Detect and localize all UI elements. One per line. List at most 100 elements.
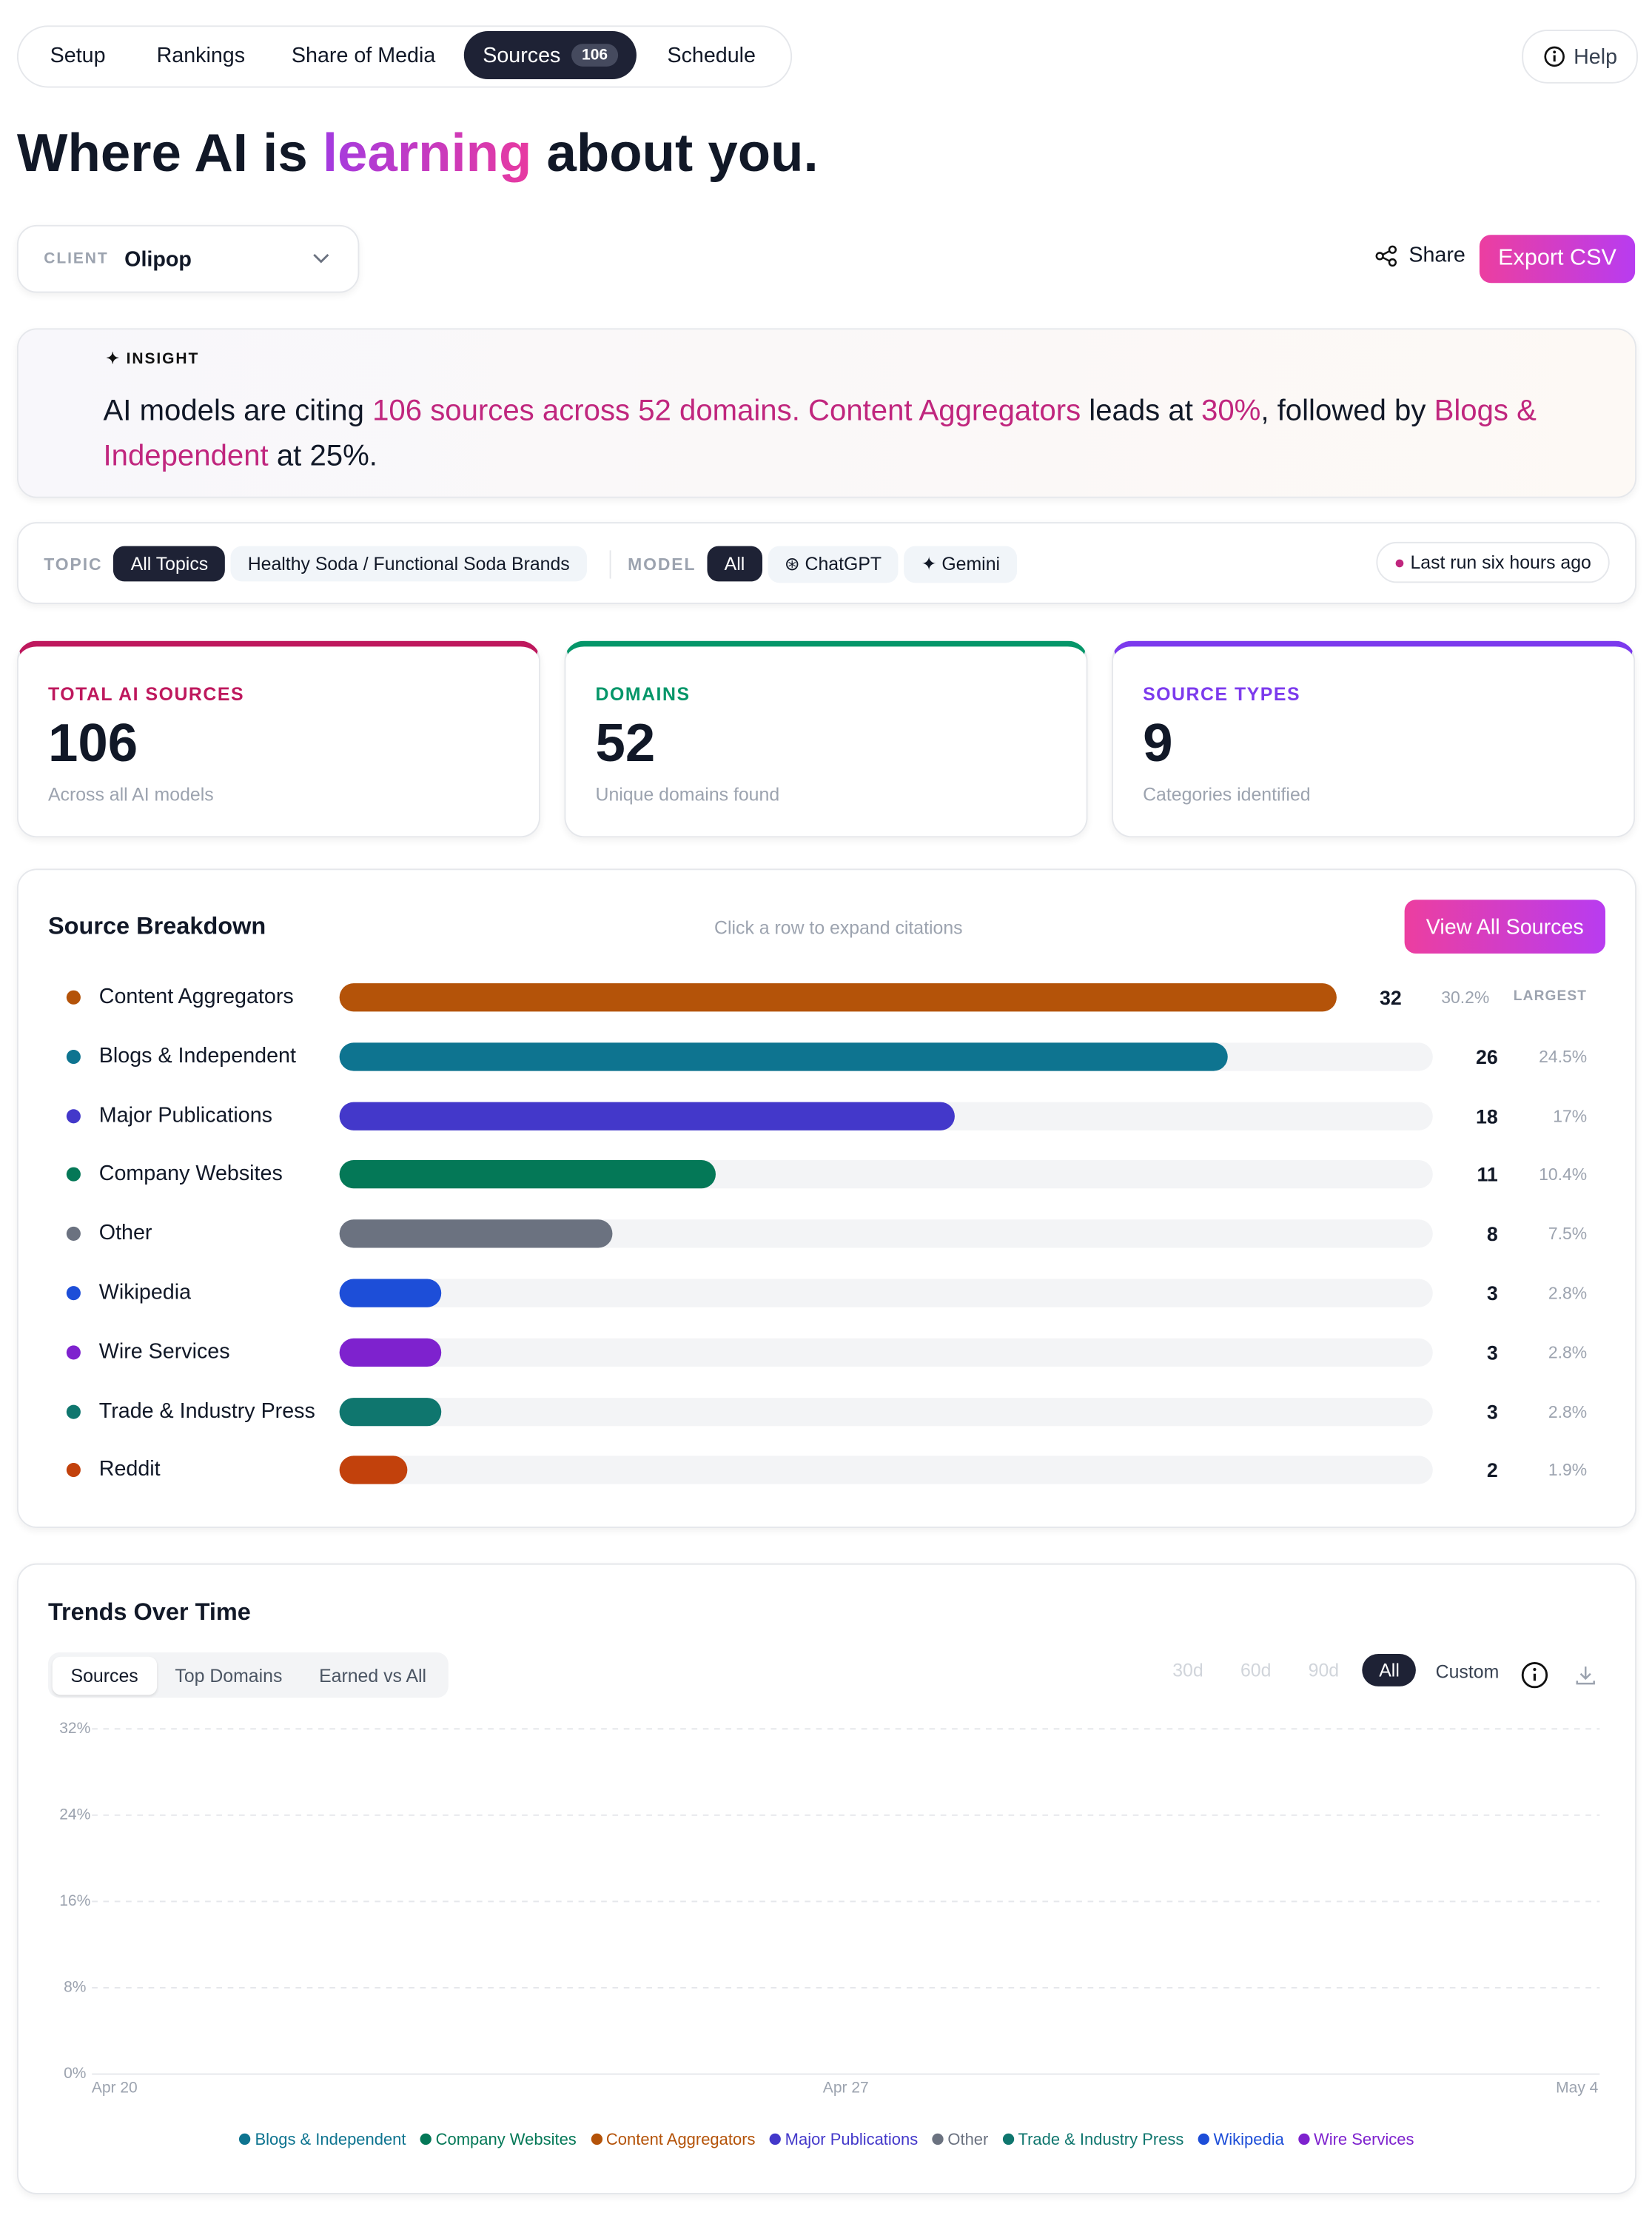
legend-item[interactable]: Wikipedia bbox=[1198, 2132, 1284, 2149]
stat-value: 52 bbox=[595, 714, 656, 774]
view-all-button[interactable]: View All Sources bbox=[1404, 900, 1605, 954]
range-button[interactable]: 90d bbox=[1308, 1659, 1340, 1681]
range-button[interactable]: 30d bbox=[1172, 1659, 1203, 1681]
row-count: 2 bbox=[1486, 1458, 1498, 1482]
model-pill[interactable]: ✦ Gemini bbox=[904, 546, 1017, 583]
legend-label: Company Websites bbox=[435, 2131, 577, 2149]
legend-dot bbox=[66, 1463, 81, 1478]
tab-label: Schedule bbox=[667, 43, 756, 67]
breakdown-row[interactable]: Major Publications 18 17% bbox=[19, 1091, 1635, 1142]
legend: Blogs & Independent Company Websites Conte… bbox=[19, 2132, 1635, 2149]
bar bbox=[339, 1219, 613, 1248]
model-pill[interactable]: All bbox=[707, 546, 762, 582]
row-name: Reddit bbox=[98, 1458, 161, 1482]
nav-tab[interactable]: Schedule bbox=[645, 31, 778, 79]
range-button[interactable]: All bbox=[1362, 1653, 1417, 1686]
status-pill: ● Last run six hours ago bbox=[1375, 541, 1610, 583]
share-icon bbox=[1375, 244, 1397, 267]
tab-label: Sources bbox=[483, 43, 561, 67]
status-text: Last run six hours ago bbox=[1410, 552, 1591, 573]
breakdown-row[interactable]: Other 8 7.5% bbox=[19, 1208, 1635, 1259]
legend-item[interactable]: Trade & Industry Press bbox=[1002, 2132, 1183, 2149]
legend-item[interactable]: Major Publications bbox=[769, 2131, 919, 2149]
topic-pill[interactable]: Healthy Soda / Functional Soda Brands bbox=[230, 546, 587, 582]
export-button[interactable]: Export CSV bbox=[1479, 235, 1636, 284]
filter-row: TOPIC All Topics Healthy Soda / Functional… bbox=[44, 546, 1022, 583]
trend-tab[interactable]: Earned vs All bbox=[319, 1664, 427, 1686]
topic-pill[interactable]: All Topics bbox=[113, 546, 226, 582]
tab-badge: 106 bbox=[571, 44, 618, 67]
largest-tag: LARGEST bbox=[1513, 988, 1588, 1005]
breakdown-row[interactable]: Company Websites 11 10.4% bbox=[19, 1149, 1635, 1200]
breakdown-row[interactable]: Trade & Industry Press 3 2.8% bbox=[19, 1386, 1635, 1437]
row-name: Major Publications bbox=[98, 1102, 272, 1128]
tab-label: Setup bbox=[50, 43, 106, 67]
trend-chart: 0% 8% 16% 24% 32% Apr 20 Apr 27 May 4 bbox=[59, 1720, 1600, 2096]
row-name: Wikipedia bbox=[98, 1280, 192, 1304]
trend-tab[interactable]: Sources bbox=[52, 1655, 157, 1695]
row-pct: 24.5% bbox=[1539, 1046, 1588, 1067]
client-value: Olipop bbox=[124, 247, 192, 272]
legend-label: Major Publications bbox=[785, 2131, 919, 2149]
chevron bbox=[313, 253, 329, 264]
model-pill[interactable]: ⊛ ChatGPT bbox=[767, 546, 899, 583]
insight-label-text: INSIGHT bbox=[126, 350, 200, 368]
legend-label: Content Aggregators bbox=[605, 2131, 756, 2149]
legend-label: Wire Services bbox=[1313, 2131, 1414, 2149]
breakdown-row[interactable]: Blogs & Independent 26 24.5% bbox=[19, 1031, 1635, 1082]
help-button[interactable]: Help bbox=[1522, 30, 1638, 84]
breakdown-card: Source Breakdown Click a row to expand ci… bbox=[16, 868, 1637, 1528]
nav bbox=[16, 25, 793, 88]
legend-dot bbox=[66, 1108, 81, 1123]
legend-label: Blogs & Independent bbox=[255, 2131, 406, 2149]
range-button[interactable]: 60d bbox=[1240, 1659, 1272, 1681]
nav-tab[interactable]: Sources 106 bbox=[463, 31, 637, 80]
row-pct: 10.4% bbox=[1539, 1165, 1588, 1185]
breakdown-row[interactable]: Content Aggregators 32 30.2% LARGEST bbox=[19, 972, 1635, 1023]
client-select[interactable]: CLIENT Olipop bbox=[16, 224, 360, 293]
topic-label: TOPIC bbox=[44, 555, 103, 574]
legend-dot bbox=[66, 990, 81, 1005]
stat-label: SOURCE TYPES bbox=[1143, 683, 1301, 705]
legend-item[interactable]: Other bbox=[932, 2132, 988, 2149]
bar bbox=[339, 1279, 443, 1307]
row-name: Blogs & Independent bbox=[98, 1043, 296, 1068]
model-label: All bbox=[724, 553, 745, 574]
bar bbox=[339, 1101, 955, 1130]
nav-tab[interactable]: Setup bbox=[25, 31, 130, 79]
bar-track bbox=[339, 1338, 1433, 1367]
insight-text: Blogs & Independent bbox=[103, 395, 1545, 473]
legend-item[interactable]: Company Websites bbox=[420, 2132, 577, 2149]
x-tick-label: Apr 27 bbox=[823, 2079, 869, 2096]
download-icon[interactable] bbox=[1574, 1664, 1597, 1686]
row-pct: 2.8% bbox=[1548, 1283, 1588, 1304]
info-icon[interactable] bbox=[1520, 1661, 1548, 1689]
breakdown-row[interactable]: Reddit 2 1.9% bbox=[19, 1445, 1635, 1496]
insight-body: AI models are citing 106 sources across … bbox=[104, 389, 1574, 480]
insight-text: 30% bbox=[1201, 395, 1261, 428]
row-pct: 7.5% bbox=[1548, 1224, 1588, 1245]
stat-label: DOMAINS bbox=[595, 683, 691, 705]
row-count: 32 bbox=[1380, 985, 1402, 1009]
insight-text: at 25%. bbox=[268, 440, 377, 473]
legend-item[interactable]: Wire Services bbox=[1297, 2131, 1414, 2149]
nav-tab[interactable]: Rankings bbox=[138, 31, 263, 79]
breakdown-row[interactable]: Wikipedia 3 2.8% bbox=[19, 1267, 1635, 1319]
breakdown-row[interactable]: Wire Services 3 2.8% bbox=[19, 1327, 1635, 1378]
client-label: CLIENT bbox=[44, 250, 109, 268]
range-button[interactable]: Custom bbox=[1435, 1661, 1500, 1683]
stat-value: 9 bbox=[1143, 714, 1173, 774]
legend-item[interactable]: Blogs & Independent bbox=[239, 2132, 406, 2149]
bar bbox=[339, 1397, 443, 1426]
row-count: 8 bbox=[1486, 1222, 1498, 1246]
legend-item[interactable]: Content Aggregators bbox=[590, 2131, 756, 2149]
nav-tab[interactable]: Share of Media bbox=[272, 31, 455, 79]
trend-tab[interactable]: Top Domains bbox=[175, 1664, 283, 1686]
legend-dot bbox=[66, 1344, 81, 1360]
share-button[interactable]: Share bbox=[1374, 244, 1465, 267]
help-label: Help bbox=[1574, 44, 1618, 69]
row-count: 3 bbox=[1486, 1341, 1498, 1364]
insight-text: 106 sources across 52 domains. bbox=[372, 395, 800, 428]
row-count: 18 bbox=[1475, 1104, 1498, 1128]
